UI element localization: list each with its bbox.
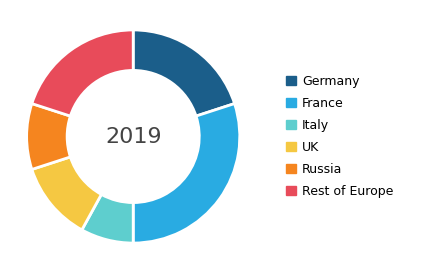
Wedge shape [32, 157, 101, 230]
Wedge shape [32, 30, 133, 116]
Wedge shape [133, 103, 240, 243]
Wedge shape [82, 194, 133, 243]
Text: 2019: 2019 [105, 126, 162, 147]
Wedge shape [27, 103, 70, 170]
Legend: Germany, France, Italy, UK, Russia, Rest of Europe: Germany, France, Italy, UK, Russia, Rest… [286, 75, 393, 198]
Wedge shape [133, 30, 234, 116]
